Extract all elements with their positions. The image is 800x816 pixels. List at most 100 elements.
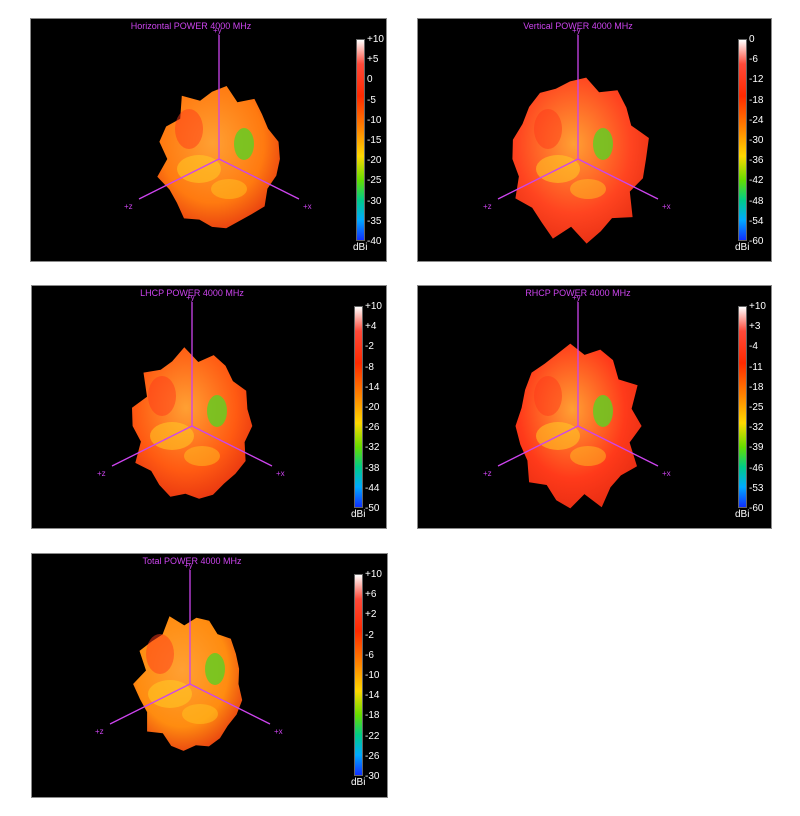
colorbar-tick-label: -2 — [365, 341, 374, 353]
colorbar-tick-label: -18 — [749, 381, 764, 393]
x-axis — [189, 683, 271, 725]
colorbar-unit: dBi — [735, 242, 750, 253]
pattern-plot-lhcp: +y +z +x — [97, 293, 285, 499]
colorbar — [354, 306, 363, 508]
colorbar-tick-label: -15 — [367, 135, 382, 146]
colorbar-tick-label: -40 — [367, 236, 382, 247]
colorbar-tick-label: +10 — [365, 301, 382, 312]
chart-panel-lhcp: +y +z +x LHCP POWER 4000 MHz +10 +4 -2 -8 -14 -… — [31, 285, 387, 529]
chart-title: LHCP POWER 4000 MHz — [140, 288, 244, 298]
pattern-facet — [593, 395, 613, 427]
x-axis-label: +x — [274, 727, 283, 736]
pattern-plot-vertical: +y +z +x — [483, 26, 671, 244]
chart-title: RHCP POWER 4000 MHz — [525, 288, 631, 298]
z-axis — [497, 158, 579, 200]
colorbar-tick-label: -10 — [367, 114, 382, 126]
colorbar-tick-label: -26 — [365, 750, 380, 762]
pattern-plot-rhcp: +y +z +x — [483, 293, 671, 509]
colorbar-unit: dBi — [735, 509, 750, 520]
colorbar-tick-label: -6 — [749, 54, 758, 66]
colorbar-tick-label: -36 — [749, 155, 764, 167]
z-axis-label: +z — [483, 202, 492, 211]
pattern-facet — [234, 128, 254, 160]
colorbar-tick-label: -14 — [365, 381, 380, 393]
x-axis-label: +x — [662, 202, 671, 211]
y-axis-label: +y — [572, 26, 581, 35]
colorbar-tick-label: -26 — [365, 422, 380, 434]
z-axis — [138, 158, 220, 200]
colorbar-tick-label: -48 — [749, 195, 764, 207]
x-axis — [218, 158, 300, 200]
pattern-facet — [570, 179, 606, 199]
pattern-facet — [570, 446, 606, 466]
chart-panel-horizontal: +y +z +x Horizontal POWER 4000 MHz +10 +5 0 -… — [30, 18, 387, 262]
chart-title: Total POWER 4000 MHz — [142, 556, 242, 566]
chart-title: Horizontal POWER 4000 MHz — [130, 21, 252, 31]
colorbar-tick-label: -46 — [749, 462, 764, 474]
colorbar-tick-label: -8 — [365, 361, 374, 373]
colorbar-tick-label: -18 — [749, 94, 764, 106]
x-axis-label: +x — [276, 469, 285, 478]
colorbar-tick-label: -20 — [365, 402, 380, 413]
colorbar-tick-label: -25 — [367, 175, 382, 187]
colorbar-tick-label: -32 — [749, 422, 764, 434]
colorbar-tick-label: -30 — [365, 771, 380, 782]
colorbar-tick-label: -4 — [749, 341, 758, 353]
colorbar-tick-label: -39 — [749, 442, 764, 454]
colorbar-tick-label: -22 — [365, 730, 380, 742]
colorbar-tick-label: -42 — [749, 175, 764, 187]
x-axis — [577, 425, 659, 467]
colorbar — [738, 39, 747, 241]
colorbar-unit: dBi — [353, 242, 368, 253]
colorbar-tick-label: 0 — [367, 74, 373, 86]
colorbar — [738, 306, 747, 508]
colorbar-tick-label: -50 — [365, 503, 380, 514]
colorbar-tick-label: -35 — [367, 215, 382, 227]
z-axis-label: +z — [97, 469, 106, 478]
y-axis-label: +y — [572, 293, 581, 302]
colorbar-tick-label: -32 — [365, 442, 380, 454]
x-axis — [191, 425, 273, 467]
pattern-facet — [207, 395, 227, 427]
colorbar-tick-label: -54 — [749, 215, 764, 227]
colorbar-tick-label: -14 — [365, 690, 380, 702]
pattern-facet — [534, 109, 562, 149]
colorbar-tick-label: -5 — [367, 94, 376, 106]
colorbar-tick-label: -12 — [749, 74, 764, 86]
z-axis — [497, 425, 579, 467]
colorbar-tick-label: -60 — [749, 236, 764, 247]
pattern-facet — [146, 634, 174, 674]
colorbar-tick-label: +6 — [365, 589, 377, 601]
pattern-plot-horizontal: +y +z +x — [124, 26, 312, 229]
z-axis-label: +z — [124, 202, 133, 211]
colorbar-tick-label: +4 — [365, 321, 377, 333]
colorbar-tick-label: -20 — [367, 155, 382, 167]
chart-title: Vertical POWER 4000 MHz — [523, 21, 633, 31]
x-axis-label: +x — [303, 202, 312, 211]
z-axis-label: +z — [95, 727, 104, 736]
pattern-facet — [184, 446, 220, 466]
pattern-facet — [534, 376, 562, 416]
colorbar-tick-label: +3 — [749, 321, 761, 333]
y-axis-label: +y — [213, 26, 222, 35]
colorbar-tick-label: -6 — [365, 649, 374, 661]
colorbar-tick-label: -30 — [367, 195, 382, 207]
chart-panel-vertical: +y +z +x Vertical POWER 4000 MHz 0 -6 -12 -18… — [417, 18, 772, 262]
pattern-facet — [182, 704, 218, 724]
colorbar-tick-label: -60 — [749, 503, 764, 514]
radiation-pattern-surface — [133, 616, 243, 751]
pattern-facet — [211, 179, 247, 199]
colorbar-tick-label: -24 — [749, 114, 764, 126]
colorbar-tick-label: -18 — [365, 710, 380, 722]
x-axis — [577, 158, 659, 200]
y-axis-label: +y — [186, 293, 195, 302]
colorbar-tick-label: -10 — [365, 670, 380, 681]
pattern-facet — [175, 109, 203, 149]
pattern-facet — [205, 653, 225, 685]
chart-panel-rhcp: +y +z +x RHCP POWER 4000 MHz +10 +3 -4 -11 -18… — [417, 285, 772, 529]
colorbar-unit: dBi — [351, 777, 366, 788]
colorbar-tick-label: -11 — [749, 361, 763, 373]
colorbar-tick-label: -30 — [749, 135, 764, 146]
colorbar-tick-label: +10 — [365, 569, 382, 580]
colorbar-tick-label: -44 — [365, 482, 380, 494]
